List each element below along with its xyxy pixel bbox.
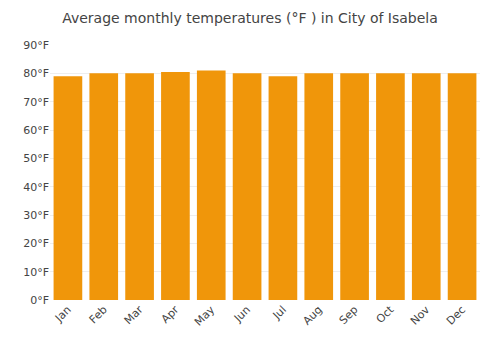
svg-text:80°F: 80°F — [23, 67, 49, 80]
svg-text:Mar: Mar — [122, 303, 146, 327]
svg-text:30°F: 30°F — [23, 209, 49, 222]
svg-text:60°F: 60°F — [23, 124, 49, 137]
svg-text:70°F: 70°F — [23, 96, 49, 109]
svg-text:Jun: Jun — [231, 303, 253, 325]
svg-text:50°F: 50°F — [23, 152, 49, 165]
svg-text:Oct: Oct — [374, 303, 397, 326]
svg-text:Jan: Jan — [52, 303, 74, 325]
svg-text:0°F: 0°F — [30, 294, 49, 307]
svg-text:Nov: Nov — [408, 303, 433, 328]
svg-text:90°F: 90°F — [23, 39, 49, 52]
svg-text:Feb: Feb — [87, 303, 110, 326]
svg-text:20°F: 20°F — [23, 237, 49, 250]
svg-text:Sep: Sep — [337, 303, 361, 327]
svg-text:Jul: Jul — [270, 303, 289, 322]
svg-text:Dec: Dec — [444, 303, 468, 327]
svg-text:40°F: 40°F — [23, 181, 49, 194]
svg-text:Aug: Aug — [300, 303, 324, 327]
svg-text:Apr: Apr — [159, 303, 182, 326]
svg-text:Average monthly temperatures (: Average monthly temperatures (°F ) in Ci… — [62, 10, 438, 26]
svg-text:10°F: 10°F — [23, 266, 49, 279]
svg-text:May: May — [192, 303, 218, 329]
